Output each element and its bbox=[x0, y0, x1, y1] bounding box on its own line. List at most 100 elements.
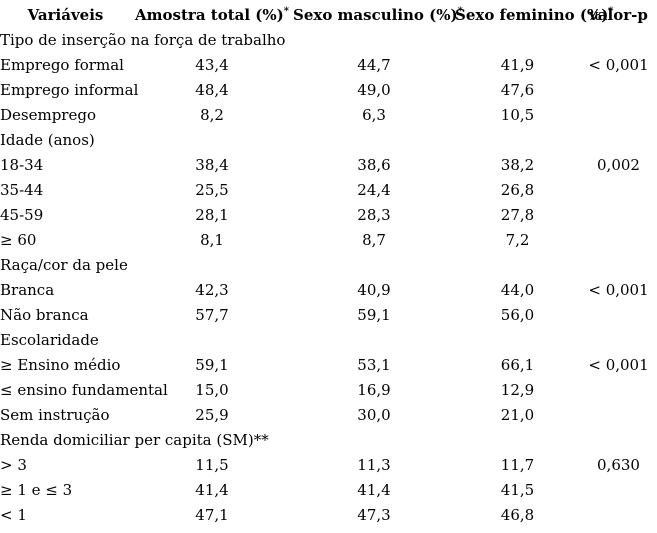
column-header-label: Variáveis bbox=[27, 5, 104, 24]
cell-sexo-feminino: 12,9 bbox=[500, 380, 535, 399]
table-row: Sem instrução 25,9 30,0 21,0 bbox=[0, 402, 657, 427]
cell-amostra-total: 38,4 bbox=[195, 155, 229, 174]
cell-valor-p: < 0,001 bbox=[588, 355, 649, 374]
column-header-label: Sexo masculino (%) bbox=[293, 5, 458, 24]
row-label: Emprego formal bbox=[0, 55, 124, 74]
cell-sexo-masculino: 24,4 bbox=[357, 180, 391, 199]
column-header-amostra-total: Amostra total (%)* bbox=[131, 2, 293, 27]
cell-amostra-total: 28,1 bbox=[195, 205, 229, 224]
cell-sexo-feminino: 38,2 bbox=[500, 155, 535, 174]
cell-valor-p bbox=[580, 202, 657, 227]
row-label: Sem instrução bbox=[0, 405, 110, 424]
header-row: Variáveis Amostra total (%)* Sexo masculin… bbox=[0, 2, 657, 27]
cell-amostra-total: 48,4 bbox=[195, 80, 229, 99]
table-row: ≥ 1 e ≤ 3 41,4 41,4 41,5 bbox=[0, 477, 657, 502]
column-header-label: valor-p bbox=[589, 5, 648, 24]
cell-amostra-total: 43,4 bbox=[195, 55, 229, 74]
cell-valor-p: < 0,001 bbox=[588, 55, 649, 74]
column-header-footnote-marker: * bbox=[283, 5, 289, 17]
table-row: 45-59 28,1 28,3 27,8 bbox=[0, 202, 657, 227]
cell-sexo-feminino: 21,0 bbox=[500, 405, 535, 424]
section-label: Idade (anos) bbox=[0, 130, 95, 149]
cell-sexo-feminino: 27,8 bbox=[500, 205, 535, 224]
table-row: < 1 47,1 47,3 46,8 bbox=[0, 502, 657, 527]
section-label: Escolaridade bbox=[0, 330, 99, 349]
cell-amostra-total: 59,1 bbox=[195, 355, 229, 374]
row-label: ≥ Ensino médio bbox=[0, 355, 121, 374]
cell-valor-p bbox=[580, 502, 657, 527]
section-label: Tipo de inserção na força de trabalho bbox=[0, 30, 286, 49]
cell-amostra-total: 25,9 bbox=[195, 405, 229, 424]
section-row: Renda domiciliar per capita (SM)** bbox=[0, 427, 657, 452]
section-row: Idade (anos) bbox=[0, 127, 657, 152]
cell-sexo-feminino: 41,9 bbox=[500, 55, 535, 74]
column-header-sexo-feminino: Sexo feminino (%)* bbox=[455, 2, 614, 27]
cell-sexo-masculino: 41,4 bbox=[357, 480, 391, 499]
table-row: > 3 11,5 11,3 11,7 0,630 bbox=[0, 452, 657, 477]
cell-amostra-total: 15,0 bbox=[195, 380, 229, 399]
table-row: Desemprego 8,2 6,3 10,5 bbox=[0, 102, 657, 127]
cell-amostra-total: 42,3 bbox=[195, 280, 229, 299]
cell-sexo-masculino: 59,1 bbox=[357, 305, 391, 324]
cell-valor-p bbox=[580, 302, 657, 327]
cell-sexo-masculino: 40,9 bbox=[357, 280, 391, 299]
section-row: Tipo de inserção na força de trabalho bbox=[0, 27, 657, 52]
row-label: ≥ 1 e ≤ 3 bbox=[0, 480, 73, 499]
section-label: Renda domiciliar per capita (SM)** bbox=[0, 430, 269, 449]
cell-sexo-masculino: 38,6 bbox=[357, 155, 391, 174]
column-header-label: Amostra total (%) bbox=[135, 5, 284, 24]
cell-valor-p bbox=[580, 477, 657, 502]
row-label: ≥ 60 bbox=[0, 230, 37, 249]
table-row: ≤ ensino fundamental 15,0 16,9 12,9 bbox=[0, 377, 657, 402]
cell-sexo-feminino: 47,6 bbox=[500, 80, 535, 99]
row-label: Emprego informal bbox=[0, 80, 139, 99]
cell-sexo-masculino: 8,7 bbox=[362, 230, 386, 249]
cell-sexo-feminino: 26,8 bbox=[500, 180, 535, 199]
cell-valor-p: < 0,001 bbox=[588, 280, 649, 299]
cell-valor-p: 0,002 bbox=[597, 155, 640, 174]
cell-sexo-feminino: 10,5 bbox=[500, 105, 535, 124]
cell-valor-p bbox=[580, 227, 657, 252]
column-header-footnote-marker: * bbox=[457, 5, 463, 17]
table-row: 18-34 38,4 38,6 38,2 0,002 bbox=[0, 152, 657, 177]
column-header-sexo-masculino: Sexo masculino (%)* bbox=[293, 2, 463, 27]
cell-sexo-masculino: 16,9 bbox=[357, 380, 391, 399]
cell-valor-p bbox=[580, 77, 657, 102]
table-row: Branca 42,3 40,9 44,0 < 0,001 bbox=[0, 277, 657, 302]
cell-sexo-feminino: 66,1 bbox=[500, 355, 535, 374]
column-header-valor-p: valor-p bbox=[580, 2, 657, 27]
table-row: 35-44 25,5 24,4 26,8 bbox=[0, 177, 657, 202]
cell-sexo-feminino: 46,8 bbox=[500, 505, 535, 524]
cell-sexo-feminino: 44,0 bbox=[500, 280, 535, 299]
cell-valor-p bbox=[580, 377, 657, 402]
row-label: ≤ ensino fundamental bbox=[0, 380, 168, 399]
row-label: Branca bbox=[0, 280, 55, 299]
column-header-footnote-marker: * bbox=[608, 5, 614, 17]
row-label: Não branca bbox=[0, 305, 89, 324]
cell-sexo-masculino: 47,3 bbox=[357, 505, 391, 524]
cell-valor-p bbox=[580, 102, 657, 127]
cell-sexo-masculino: 11,3 bbox=[357, 455, 391, 474]
cell-sexo-feminino: 11,7 bbox=[500, 455, 535, 474]
cell-amostra-total: 8,1 bbox=[200, 230, 224, 249]
column-header-label: Sexo feminino (%) bbox=[455, 5, 609, 24]
column-header-variaveis: Variáveis bbox=[0, 2, 131, 27]
cell-sexo-feminino: 56,0 bbox=[500, 305, 535, 324]
table-row: Emprego formal 43,4 44,7 41,9 < 0,001 bbox=[0, 52, 657, 77]
cell-amostra-total: 41,4 bbox=[195, 480, 229, 499]
cell-amostra-total: 8,2 bbox=[200, 105, 224, 124]
cell-valor-p bbox=[580, 402, 657, 427]
cell-sexo-feminino: 7,2 bbox=[505, 230, 530, 249]
row-label: Desemprego bbox=[0, 105, 96, 124]
table-row: Não branca 57,7 59,1 56,0 bbox=[0, 302, 657, 327]
table-row: ≥ Ensino médio 59,1 53,1 66,1 < 0,001 bbox=[0, 352, 657, 377]
cell-sexo-masculino: 49,0 bbox=[357, 80, 391, 99]
cell-amostra-total: 25,5 bbox=[195, 180, 229, 199]
cell-sexo-masculino: 44,7 bbox=[357, 55, 391, 74]
row-label: 18-34 bbox=[0, 155, 44, 174]
section-row: Raça/cor da pele bbox=[0, 252, 657, 277]
cell-amostra-total: 11,5 bbox=[195, 455, 229, 474]
table-row: Emprego informal 48,4 49,0 47,6 bbox=[0, 77, 657, 102]
